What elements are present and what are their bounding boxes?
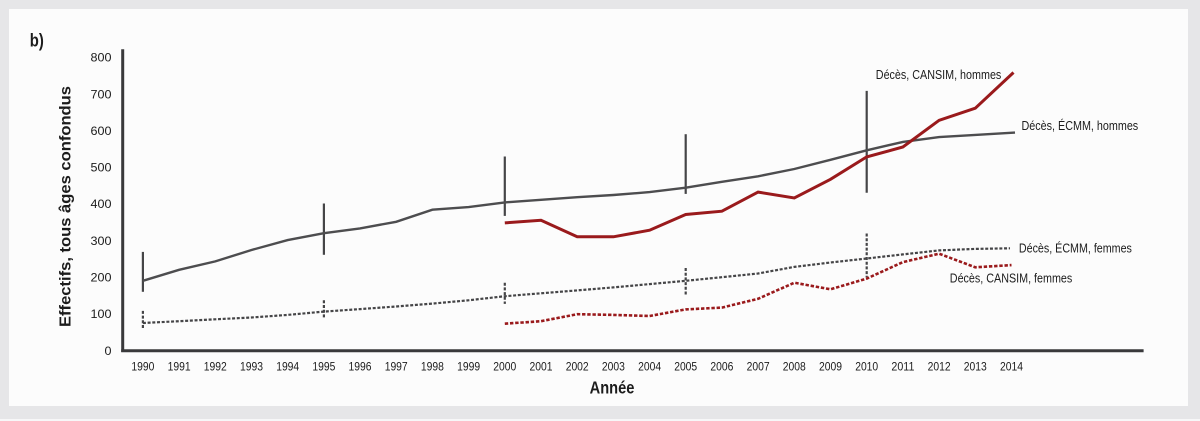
svg-text:2011: 2011: [891, 360, 914, 374]
svg-text:1990: 1990: [131, 360, 154, 374]
svg-text:200: 200: [91, 271, 112, 285]
svg-text:1996: 1996: [349, 360, 372, 374]
svg-text:2001: 2001: [530, 360, 553, 374]
svg-text:b): b): [30, 30, 44, 50]
svg-text:500: 500: [91, 161, 112, 175]
svg-text:Année: Année: [590, 378, 635, 398]
svg-text:300: 300: [91, 234, 112, 248]
svg-text:0: 0: [105, 344, 112, 358]
svg-text:Décès, CANSIM, femmes: Décès, CANSIM, femmes: [950, 271, 1073, 286]
svg-text:2014: 2014: [1000, 360, 1023, 374]
svg-text:2003: 2003: [602, 360, 625, 374]
svg-text:2012: 2012: [928, 360, 951, 374]
svg-text:1993: 1993: [240, 360, 263, 374]
svg-text:2006: 2006: [710, 360, 733, 374]
svg-text:Décès, CANSIM, hommes: Décès, CANSIM, hommes: [876, 67, 1002, 82]
svg-text:2010: 2010: [855, 360, 878, 374]
svg-text:1999: 1999: [457, 360, 480, 374]
svg-text:2004: 2004: [638, 360, 661, 374]
svg-text:Effectifs, tous âges confondus: Effectifs, tous âges confondus: [58, 86, 75, 327]
svg-text:2002: 2002: [566, 360, 589, 374]
svg-text:Décès, ÉCMM, femmes: Décès, ÉCMM, femmes: [1019, 240, 1132, 255]
svg-text:2007: 2007: [747, 360, 770, 374]
svg-text:2000: 2000: [493, 360, 516, 374]
svg-text:800: 800: [91, 51, 112, 65]
svg-text:1998: 1998: [421, 360, 444, 374]
svg-text:600: 600: [91, 124, 112, 138]
svg-text:2009: 2009: [819, 360, 842, 374]
svg-text:2013: 2013: [964, 360, 987, 374]
svg-text:700: 700: [91, 87, 112, 101]
svg-text:1997: 1997: [385, 360, 408, 374]
svg-text:400: 400: [91, 197, 112, 211]
svg-text:1994: 1994: [276, 360, 299, 374]
svg-text:100: 100: [91, 307, 112, 321]
svg-text:2008: 2008: [783, 360, 806, 374]
svg-text:1995: 1995: [312, 360, 335, 374]
svg-text:1992: 1992: [204, 360, 227, 374]
svg-text:1991: 1991: [168, 360, 191, 374]
svg-text:Décès, ÉCMM, hommes: Décès, ÉCMM, hommes: [1022, 118, 1139, 133]
svg-text:2005: 2005: [674, 360, 697, 374]
